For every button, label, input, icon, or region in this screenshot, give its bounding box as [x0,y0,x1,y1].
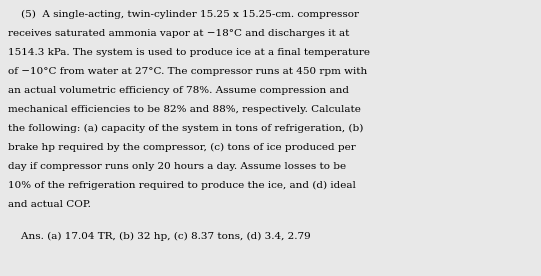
Text: of −10°C from water at 27°C. The compressor runs at 450 rpm with: of −10°C from water at 27°C. The compres… [8,67,367,76]
Text: receives saturated ammonia vapor at −18°C and discharges it at: receives saturated ammonia vapor at −18°… [8,29,349,38]
Text: 10% of the refrigeration required to produce the ice, and (d) ideal: 10% of the refrigeration required to pro… [8,181,356,190]
Text: an actual volumetric efficiency of 78%. Assume compression and: an actual volumetric efficiency of 78%. … [8,86,349,95]
Text: 1514.3 kPa. The system is used to produce ice at a final temperature: 1514.3 kPa. The system is used to produc… [8,48,370,57]
Text: and actual COP.: and actual COP. [8,200,91,209]
Text: brake hp required by the compressor, (c) tons of ice produced per: brake hp required by the compressor, (c)… [8,143,356,152]
Text: Ans. (a) 17.04 TR, (b) 32 hp, (c) 8.37 tons, (d) 3.4, 2.79: Ans. (a) 17.04 TR, (b) 32 hp, (c) 8.37 t… [8,232,311,241]
Text: mechanical efficiencies to be 82% and 88%, respectively. Calculate: mechanical efficiencies to be 82% and 88… [8,105,361,114]
Text: (5)  A single-acting, twin-cylinder 15.25 x 15.25-cm. compressor: (5) A single-acting, twin-cylinder 15.25… [8,10,359,19]
Text: day if compressor runs only 20 hours a day. Assume losses to be: day if compressor runs only 20 hours a d… [8,162,346,171]
Text: the following: (a) capacity of the system in tons of refrigeration, (b): the following: (a) capacity of the syste… [8,124,364,133]
